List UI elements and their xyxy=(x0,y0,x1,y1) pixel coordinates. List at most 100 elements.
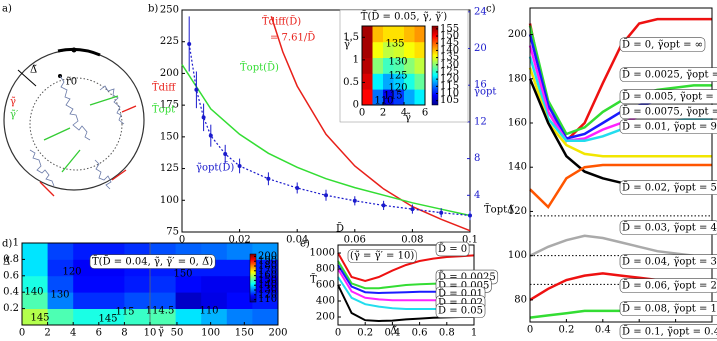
colorbar-tick-label: 200 xyxy=(258,251,277,262)
contour-label: 145 xyxy=(30,313,49,324)
heat-cell xyxy=(201,292,228,309)
contour-label: 145 xyxy=(98,314,117,325)
series-label: T̃diff(D̃) xyxy=(262,16,301,28)
series-label: T̃(D̃ = 0.04, γ̃, γ̃′ = 0, Δ̃) xyxy=(92,256,213,268)
heat-cell xyxy=(124,308,151,326)
x-tick-label: 0.1 xyxy=(462,235,478,246)
x-tick-label: 0 xyxy=(335,328,341,339)
heat-cell xyxy=(372,57,384,74)
heat-cell xyxy=(124,292,151,309)
x-tick-label: 4 xyxy=(70,328,76,339)
y2-tick-label: 24 xyxy=(474,6,487,17)
series-line xyxy=(270,16,471,232)
y2-tick-label: 20 xyxy=(474,43,487,54)
heat-cell xyxy=(252,243,279,260)
heat-cell xyxy=(404,57,415,74)
data-point xyxy=(194,87,199,92)
target-arc xyxy=(57,47,101,57)
y2-tick-label: 4 xyxy=(474,190,480,201)
colorbar xyxy=(431,25,439,106)
heat-cell xyxy=(372,41,384,58)
label-box xyxy=(435,241,470,257)
contour-label: 150 xyxy=(173,269,192,280)
series-label: D̃ = 0.0025, γ̃opt = 30 xyxy=(622,69,717,81)
colorbar xyxy=(249,253,257,303)
data-point xyxy=(208,133,213,138)
colorbar-tick-label: 135 xyxy=(440,52,459,63)
heat-cell xyxy=(393,73,405,90)
series-label: D̃ = 0.01, γ̃opt = 9.5 xyxy=(622,121,717,133)
heat-cell xyxy=(383,26,394,43)
x-tick-label: 2 xyxy=(380,108,386,119)
data-point xyxy=(439,210,444,215)
colorbar-tick-label: 140 xyxy=(258,280,277,291)
series-label: D̃ = 0.01 xyxy=(438,288,483,300)
y2-tick-label: 12 xyxy=(474,116,487,127)
y2-tick-label: 8 xyxy=(474,153,480,164)
panel-a: a) Δ̃ r̃0 γ̃ γ̃′ xyxy=(2,4,145,197)
colorbar-tick-label: 170 xyxy=(258,265,277,276)
heat-cell xyxy=(22,292,48,309)
heat-cell xyxy=(372,26,384,43)
contour-label: 130 xyxy=(388,57,407,68)
y-tick-label: 1 xyxy=(353,54,359,65)
heat-cell xyxy=(226,308,253,326)
series-label: D̃ = 0.02 xyxy=(438,297,483,309)
y-tick-label: 0 xyxy=(353,100,359,111)
data-point xyxy=(324,193,328,198)
inner-circle xyxy=(29,77,123,171)
heat-cell xyxy=(252,292,279,309)
plot-frame xyxy=(529,7,713,323)
series-line xyxy=(181,64,471,217)
x-tick-label: 10 xyxy=(144,328,157,339)
series-label: D̃ = 0.1, γ̃opt = 0.4 xyxy=(622,326,717,338)
x-tick-label: 0.8 xyxy=(439,328,455,339)
series-label: (γ̃ = γ̃′ = 10) xyxy=(350,251,414,262)
y-tick-label: 200 xyxy=(160,68,179,79)
series-label: T̃opt(D̃) xyxy=(240,62,279,74)
contour-label: 114.5 xyxy=(146,306,175,317)
y-tick-label: 1.5 xyxy=(343,32,359,43)
plot-frame xyxy=(361,25,426,106)
colorbar-tick-label: 110 xyxy=(440,88,459,99)
jump xyxy=(89,95,119,106)
panel-label: c) xyxy=(486,4,496,15)
x-tick-label: 1 xyxy=(471,328,477,339)
heat-cell xyxy=(201,275,228,293)
label-box xyxy=(619,104,717,119)
y-tick-label: 250 xyxy=(160,5,179,16)
x-tick-label: 0.08 xyxy=(401,235,423,246)
panel-label: a) xyxy=(2,4,12,15)
colorbar-tick-label: 120 xyxy=(440,74,459,85)
series-line xyxy=(528,67,712,158)
x-tick-label: 0.06 xyxy=(344,235,366,246)
heat-cell xyxy=(414,26,426,43)
colorbar-tick-label: 115 xyxy=(440,81,459,92)
heat-cell xyxy=(150,292,176,309)
x-tick-label: 4 xyxy=(401,108,407,119)
x-tick-label: 0.04 xyxy=(286,235,308,246)
y-tick-label: 100 xyxy=(508,250,527,261)
series-label: D̃ = 0.0075, γ̃opt = 12 xyxy=(622,106,717,118)
y-axis-label: γ̃′ xyxy=(344,40,353,51)
heat-cell xyxy=(73,292,100,309)
contour-label: 125 xyxy=(388,71,407,82)
series-line xyxy=(529,163,712,209)
colorbar-tick-label: 150 xyxy=(440,31,459,42)
x-tick-label: 2 xyxy=(44,328,50,339)
heat-cell xyxy=(404,41,415,58)
x-tick-label: 0 xyxy=(359,108,365,119)
y-axis-label: T̃opt xyxy=(152,104,175,116)
plot-frame xyxy=(181,9,471,233)
heat-cell xyxy=(252,259,279,277)
panel-label: b) xyxy=(148,4,158,15)
y-tick-label: 175 xyxy=(160,100,179,111)
panel-label: e) xyxy=(300,239,310,250)
heat-cell xyxy=(393,57,405,74)
contour-label: 120 xyxy=(388,83,407,94)
colorbar-tick-label: 145 xyxy=(440,38,459,49)
contour-label: 115 xyxy=(115,307,134,318)
series-label: D̃ = 0 xyxy=(438,243,467,255)
label-box xyxy=(619,220,717,235)
